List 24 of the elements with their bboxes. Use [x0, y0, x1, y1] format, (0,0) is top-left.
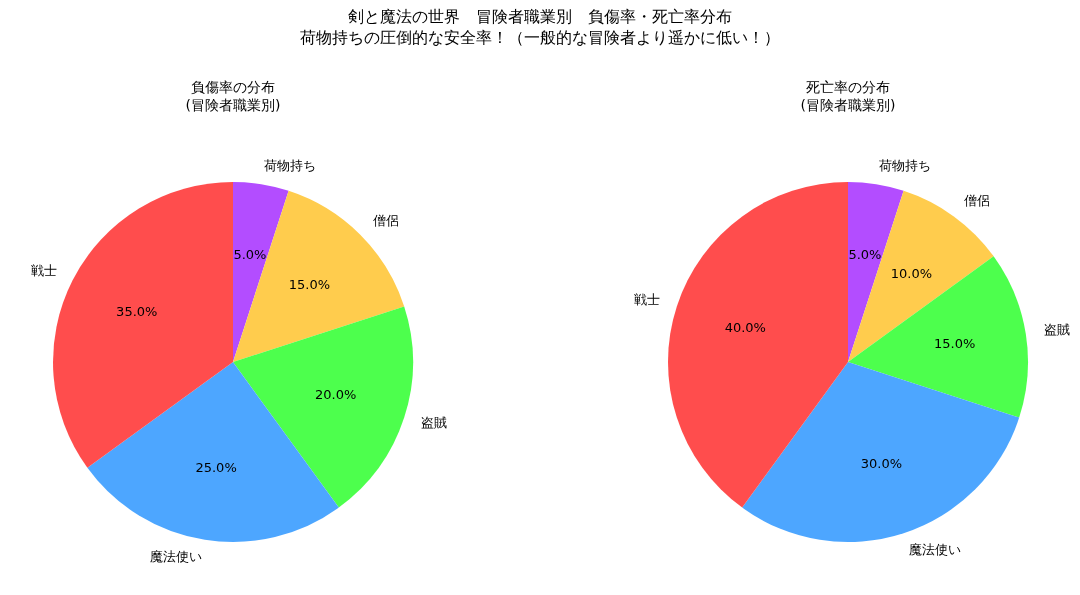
- slice-label: 魔法使い: [150, 548, 203, 564]
- data-label: 5.0%: [233, 246, 267, 262]
- data-label: 30.0%: [860, 456, 903, 472]
- slice-label: 僧侶: [373, 213, 400, 229]
- slice-label: 戦士: [30, 263, 57, 279]
- data-label: 15.0%: [288, 277, 331, 293]
- chart-title: 負傷率の分布 (冒険者職業別): [184, 78, 282, 114]
- slice-label: 魔法使い: [909, 541, 962, 557]
- text: 荷物持ちの圧倒的な安全率！（一般的な冒険者より遥かに低い！）: [299, 27, 781, 48]
- slice-label: 盗賊: [1043, 322, 1070, 338]
- slice-label: 僧侶: [964, 193, 991, 209]
- data-label: 35.0%: [116, 304, 158, 320]
- data-label: 20.0%: [315, 386, 357, 402]
- data-label: 40.0%: [724, 320, 766, 335]
- slice-label: 荷物持ち: [878, 157, 931, 173]
- text: 剣と魔法の世界 冒険者職業別 負傷率・死亡率分布: [347, 6, 733, 27]
- slice-label: 盗賊: [421, 414, 448, 430]
- chart-title: 死亡率の分布 (冒険者職業別): [799, 78, 897, 114]
- data-label: 5.0%: [848, 246, 882, 262]
- data-label: 15.0%: [934, 336, 976, 352]
- data-label: 10.0%: [890, 266, 933, 281]
- data-label: 25.0%: [195, 460, 237, 476]
- slice-label: 戦士: [633, 292, 660, 308]
- slice-label: 荷物持ち: [263, 157, 316, 173]
